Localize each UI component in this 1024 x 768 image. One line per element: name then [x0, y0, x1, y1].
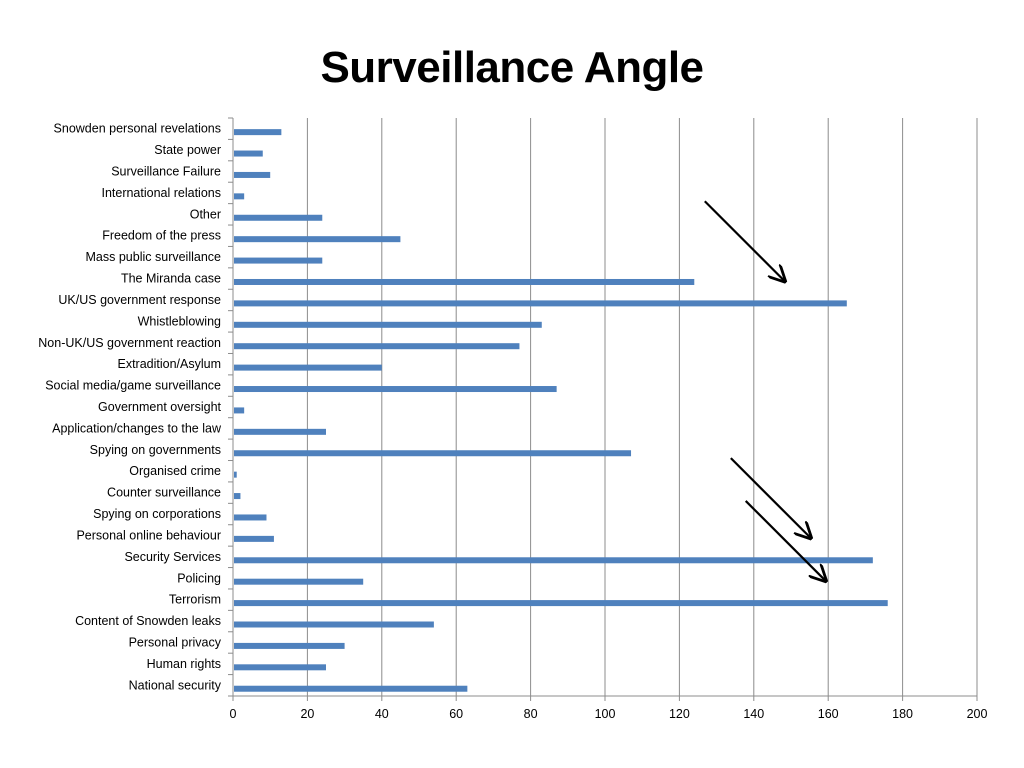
bar — [234, 193, 245, 200]
bar — [234, 236, 401, 243]
category-label: Personal online behaviour — [76, 528, 221, 542]
bar — [234, 642, 345, 649]
bar — [234, 364, 382, 371]
category-label: Content of Snowden leaks — [75, 614, 221, 628]
x-tick-label: 120 — [669, 707, 690, 721]
bar — [234, 428, 326, 435]
chart-title: Surveillance Angle — [320, 43, 704, 92]
category-label: Snowden personal revelations — [54, 122, 221, 136]
category-label: Spying on governments — [90, 443, 221, 457]
x-tick-label: 80 — [524, 707, 538, 721]
category-label: Non-UK/US government reaction — [38, 336, 221, 350]
bar — [234, 600, 888, 607]
x-tick-label: 60 — [449, 707, 463, 721]
category-label: UK/US government response — [58, 293, 221, 307]
category-label: Spying on corporations — [93, 507, 221, 521]
category-label: National security — [129, 678, 222, 692]
x-tick-label: 180 — [892, 707, 913, 721]
bar — [234, 514, 267, 521]
bar — [234, 407, 245, 414]
category-label: Policing — [177, 571, 221, 585]
bar — [234, 685, 468, 692]
bar — [234, 664, 326, 671]
bar — [234, 386, 557, 393]
bar — [234, 578, 364, 585]
x-tick-label: 0 — [230, 707, 237, 721]
bar — [234, 150, 263, 157]
category-label: Government oversight — [98, 400, 222, 414]
bar — [234, 257, 323, 264]
category-label: Mass public surveillance — [86, 250, 222, 264]
category-label: Application/changes to the law — [52, 421, 222, 435]
bar — [234, 129, 282, 136]
category-label: State power — [154, 143, 221, 157]
category-label: Social media/game surveillance — [45, 379, 221, 393]
category-label: Personal privacy — [129, 635, 222, 649]
bar — [234, 471, 237, 478]
annotation-arrow — [704, 200, 785, 281]
category-label: The Miranda case — [121, 272, 221, 286]
annotation-arrow — [744, 500, 826, 581]
bar — [234, 343, 520, 350]
bar — [234, 278, 695, 285]
x-tick-label: 200 — [967, 707, 988, 721]
x-tick-label: 100 — [595, 707, 616, 721]
bar — [234, 493, 241, 500]
category-label: Freedom of the press — [102, 229, 221, 243]
bar — [234, 621, 434, 628]
category-label: Counter surveillance — [107, 486, 221, 500]
category-label: Security Services — [124, 550, 221, 564]
bar — [234, 214, 323, 221]
category-label: Surveillance Failure — [111, 165, 221, 179]
category-label: Other — [190, 207, 221, 221]
category-label: International relations — [101, 186, 221, 200]
x-tick-label: 140 — [743, 707, 764, 721]
x-tick-label: 40 — [375, 707, 389, 721]
bar — [234, 535, 274, 542]
bar — [234, 171, 271, 178]
bar — [234, 321, 542, 328]
annotation-arrow — [730, 457, 811, 538]
category-label: Organised crime — [129, 464, 221, 478]
x-tick-label: 160 — [818, 707, 839, 721]
bar — [234, 450, 632, 457]
bar — [234, 557, 873, 564]
category-label: Whistleblowing — [138, 314, 221, 328]
category-label: Terrorism — [169, 593, 221, 607]
category-label: Human rights — [147, 657, 221, 671]
category-label: Extradition/Asylum — [117, 357, 221, 371]
bar — [234, 300, 847, 307]
x-tick-label: 20 — [300, 707, 314, 721]
